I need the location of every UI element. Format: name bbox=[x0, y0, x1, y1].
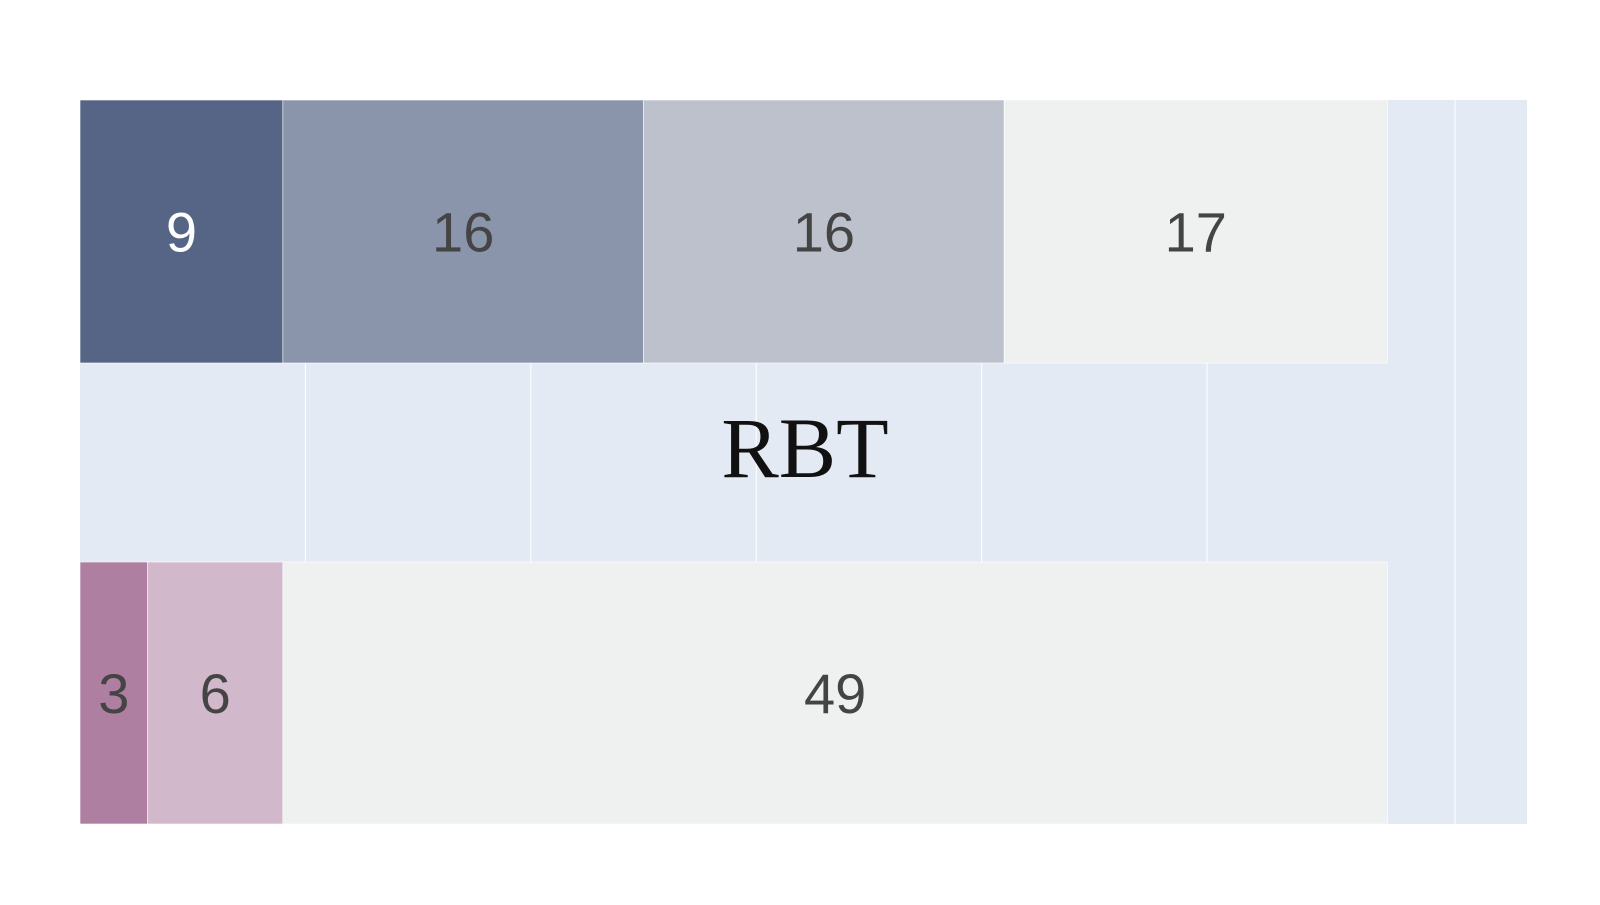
bar-segment-label: 16 bbox=[432, 201, 494, 264]
bar-segment bbox=[643, 99, 1005, 364]
bar-segment-label: 9 bbox=[166, 201, 197, 264]
bar-segment-label: 3 bbox=[98, 662, 129, 725]
bar-segment-label: 17 bbox=[1165, 201, 1227, 264]
bar-segment bbox=[79, 561, 148, 825]
bar-segment-label: 49 bbox=[804, 662, 866, 725]
bar-segment bbox=[282, 561, 1388, 825]
bar-segment-label: 6 bbox=[200, 662, 231, 725]
bar-segment bbox=[1003, 99, 1388, 364]
center-category-label: RBT bbox=[721, 400, 888, 496]
bar-segment bbox=[282, 99, 644, 364]
bar-segment-label: 16 bbox=[793, 201, 855, 264]
bar-segment bbox=[147, 561, 284, 825]
